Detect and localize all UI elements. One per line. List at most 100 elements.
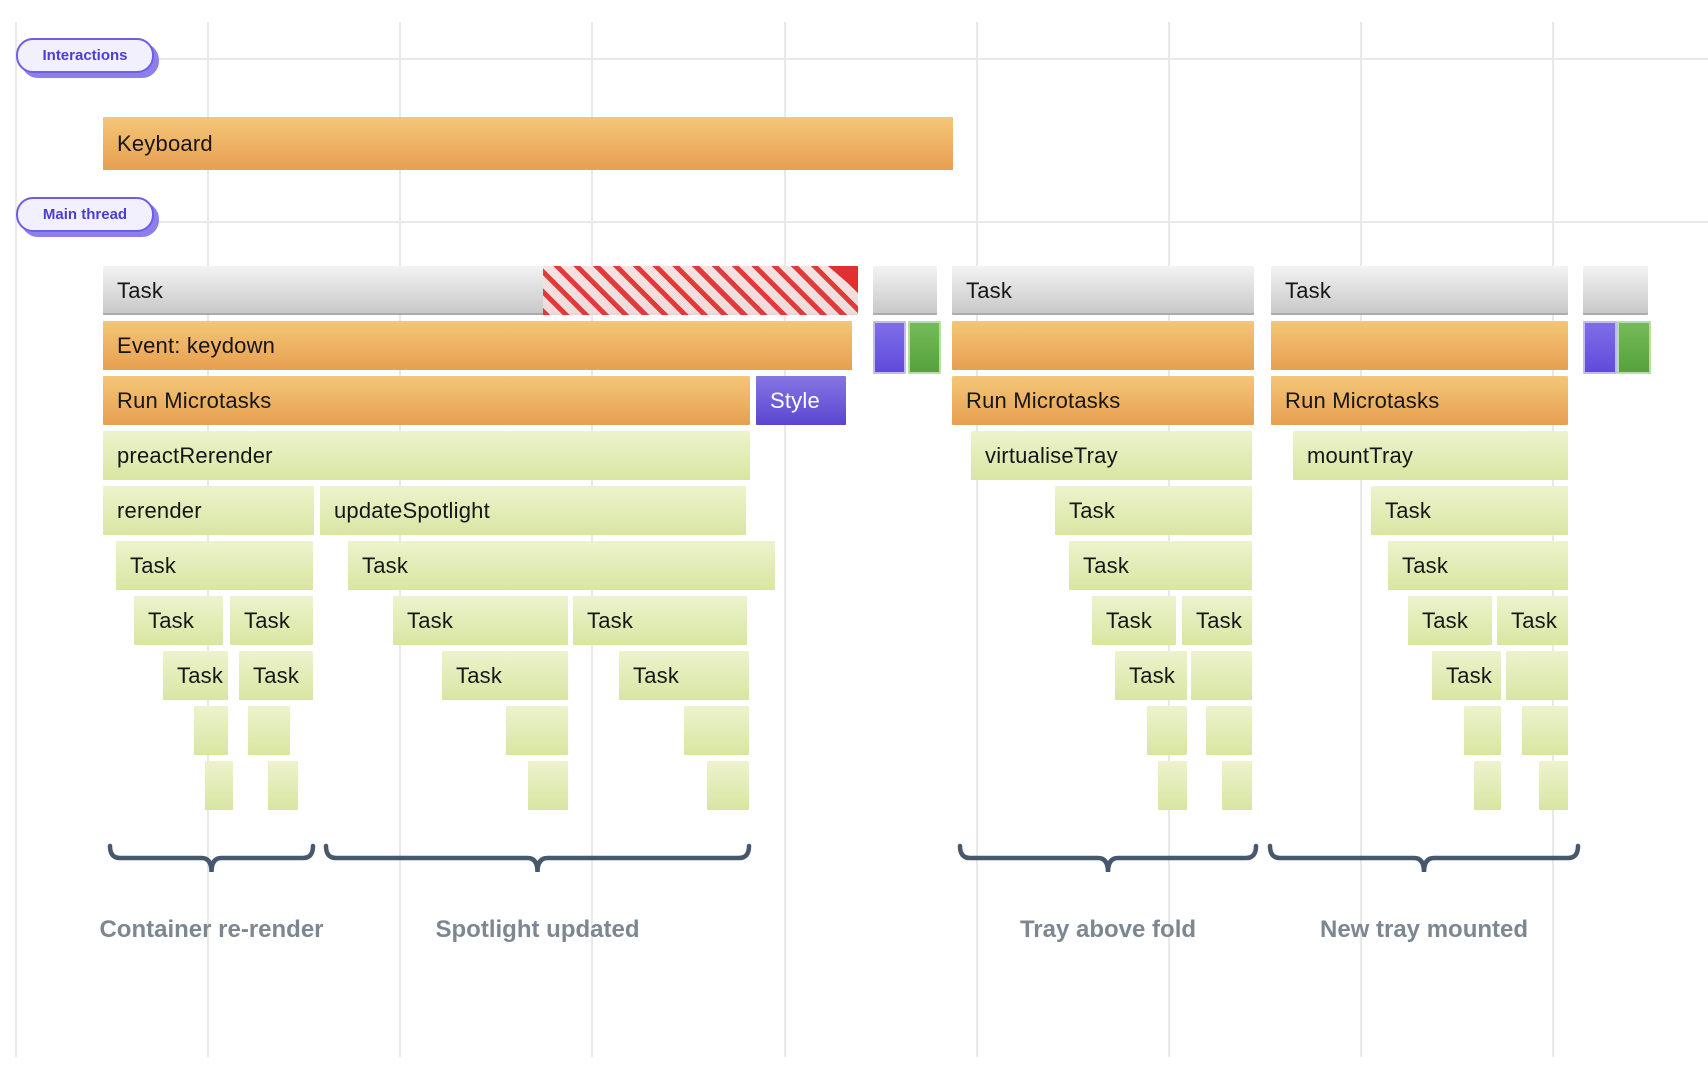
annotation-brace	[323, 843, 752, 873]
flame-bar-script-unlabeled[interactable]	[1506, 651, 1568, 700]
flame-bar-script-unlabeled[interactable]	[1522, 706, 1568, 755]
flame-bar-script[interactable]: updateSpotlight	[320, 486, 746, 535]
bar-label: virtualiseTray	[985, 442, 1118, 468]
flame-bar-task[interactable]: Task	[103, 266, 858, 315]
flame-bar-script-unlabeled[interactable]	[1147, 706, 1187, 755]
horizontal-gridline	[16, 221, 1708, 223]
flame-bar-script-unlabeled[interactable]	[194, 706, 228, 755]
flame-bar-script[interactable]: Task	[134, 596, 223, 645]
annotation-brace	[957, 843, 1259, 873]
flame-bar-script-unlabeled[interactable]	[1222, 761, 1252, 810]
flame-bar-script[interactable]: Task	[1115, 651, 1187, 700]
flame-bar-mark-purple-unlabeled[interactable]	[1583, 321, 1617, 374]
flame-bar-script-unlabeled[interactable]	[528, 761, 568, 810]
track-label-interactions[interactable]: Interactions	[16, 38, 154, 73]
bar-label: rerender	[117, 497, 202, 523]
bar-label: Task	[130, 552, 177, 578]
bar-label: Task	[1446, 662, 1493, 688]
flame-bar-script[interactable]: Task	[619, 651, 749, 700]
flame-bar-script[interactable]: Task	[1069, 541, 1252, 590]
flame-bar-script-unlabeled[interactable]	[1474, 761, 1501, 810]
flame-bar-script-unlabeled[interactable]	[1158, 761, 1187, 810]
vertical-gridline	[207, 22, 209, 1057]
bar-label: Run Microtasks	[117, 387, 272, 413]
flame-bar-script[interactable]: Task	[1408, 596, 1492, 645]
overrun-triangle-icon	[828, 266, 858, 292]
flame-bar-script[interactable]: Task	[1371, 486, 1568, 535]
bar-label: Task	[1402, 552, 1449, 578]
flame-bar-task-unlabeled[interactable]	[873, 266, 937, 315]
bar-label: Task	[244, 607, 291, 633]
bar-label: Task	[587, 607, 634, 633]
track-label-main-thread[interactable]: Main thread	[16, 197, 154, 232]
bar-label: Task	[1106, 607, 1153, 633]
flame-bar-event[interactable]: Keyboard	[103, 117, 953, 170]
bar-label: Keyboard	[117, 130, 213, 156]
flame-bar-script[interactable]: preactRerender	[103, 431, 750, 480]
flame-bar-event-unlabeled[interactable]	[952, 321, 1254, 370]
flame-bar-event-unlabeled[interactable]	[1271, 321, 1568, 370]
flame-bar-script[interactable]: Task	[1388, 541, 1568, 590]
flame-bar-script-unlabeled[interactable]	[1539, 761, 1568, 810]
vertical-gridline	[1168, 22, 1170, 1057]
overrun-hatch	[543, 266, 858, 315]
bar-label: Run Microtasks	[966, 387, 1121, 413]
bar-label: Task	[1069, 497, 1116, 523]
bar-label: updateSpotlight	[334, 497, 490, 523]
flame-bar-script[interactable]: Task	[1432, 651, 1501, 700]
bar-label: Task	[966, 277, 1013, 303]
flame-bar-mark-green-unlabeled[interactable]	[908, 321, 941, 374]
bar-label: Task	[1196, 607, 1243, 633]
vertical-gridline	[399, 22, 401, 1057]
flame-bar-script-unlabeled[interactable]	[248, 706, 290, 755]
flame-bar-script[interactable]: Task	[348, 541, 775, 590]
flame-bar-event[interactable]: Event: keydown	[103, 321, 852, 370]
flame-bar-script[interactable]: Task	[1055, 486, 1252, 535]
flame-bar-task[interactable]: Task	[1271, 266, 1568, 315]
bar-label: Task	[117, 277, 164, 303]
flame-bar-script-unlabeled[interactable]	[684, 706, 749, 755]
vertical-gridline	[591, 22, 593, 1057]
bar-label: Task	[456, 662, 503, 688]
flame-bar-script[interactable]: Task	[573, 596, 747, 645]
flame-bar-script[interactable]: virtualiseTray	[971, 431, 1252, 480]
flame-bar-script-unlabeled[interactable]	[1206, 706, 1252, 755]
flame-bar-script[interactable]: mountTray	[1293, 431, 1568, 480]
vertical-gridline	[1552, 22, 1554, 1057]
flame-bar-script[interactable]: Task	[1182, 596, 1252, 645]
bar-label: Task	[1511, 607, 1558, 633]
bar-label: Task	[633, 662, 680, 688]
flame-bar-script-unlabeled[interactable]	[1464, 706, 1501, 755]
bar-label: Task	[362, 552, 409, 578]
flame-bar-script[interactable]: Task	[393, 596, 568, 645]
flame-bar-mark-green-unlabeled[interactable]	[1617, 321, 1651, 374]
flame-bar-script[interactable]: Task	[442, 651, 568, 700]
bar-label: Style	[770, 387, 820, 413]
flame-bar-task-unlabeled[interactable]	[1583, 266, 1648, 315]
flame-bar-script[interactable]: rerender	[103, 486, 314, 535]
bar-label: Task	[177, 662, 224, 688]
bar-label: mountTray	[1307, 442, 1414, 468]
flame-bar-script[interactable]: Task	[163, 651, 228, 700]
flame-bar-script-unlabeled[interactable]	[1191, 651, 1252, 700]
flame-bar-script-unlabeled[interactable]	[205, 761, 233, 810]
flame-bar-script-unlabeled[interactable]	[707, 761, 749, 810]
flame-bar-script[interactable]: Task	[116, 541, 313, 590]
vertical-gridline	[1360, 22, 1362, 1057]
flame-bar-event[interactable]: Run Microtasks	[1271, 376, 1568, 425]
flame-bar-event[interactable]: Run Microtasks	[952, 376, 1254, 425]
flame-bar-script[interactable]: Task	[1092, 596, 1176, 645]
flame-bar-event[interactable]: Run Microtasks	[103, 376, 750, 425]
flame-bar-task[interactable]: Task	[952, 266, 1254, 315]
bar-label: preactRerender	[117, 442, 273, 468]
annotation-brace	[1267, 843, 1581, 873]
bar-label: Task	[1285, 277, 1332, 303]
flame-bar-script[interactable]: Task	[230, 596, 313, 645]
flame-bar-script-unlabeled[interactable]	[506, 706, 568, 755]
flame-bar-script-unlabeled[interactable]	[268, 761, 298, 810]
flame-bar-style[interactable]: Style	[756, 376, 846, 425]
flame-bar-script[interactable]: Task	[1497, 596, 1568, 645]
bar-label: Task	[148, 607, 195, 633]
flame-bar-mark-purple-unlabeled[interactable]	[873, 321, 906, 374]
flame-bar-script[interactable]: Task	[239, 651, 313, 700]
